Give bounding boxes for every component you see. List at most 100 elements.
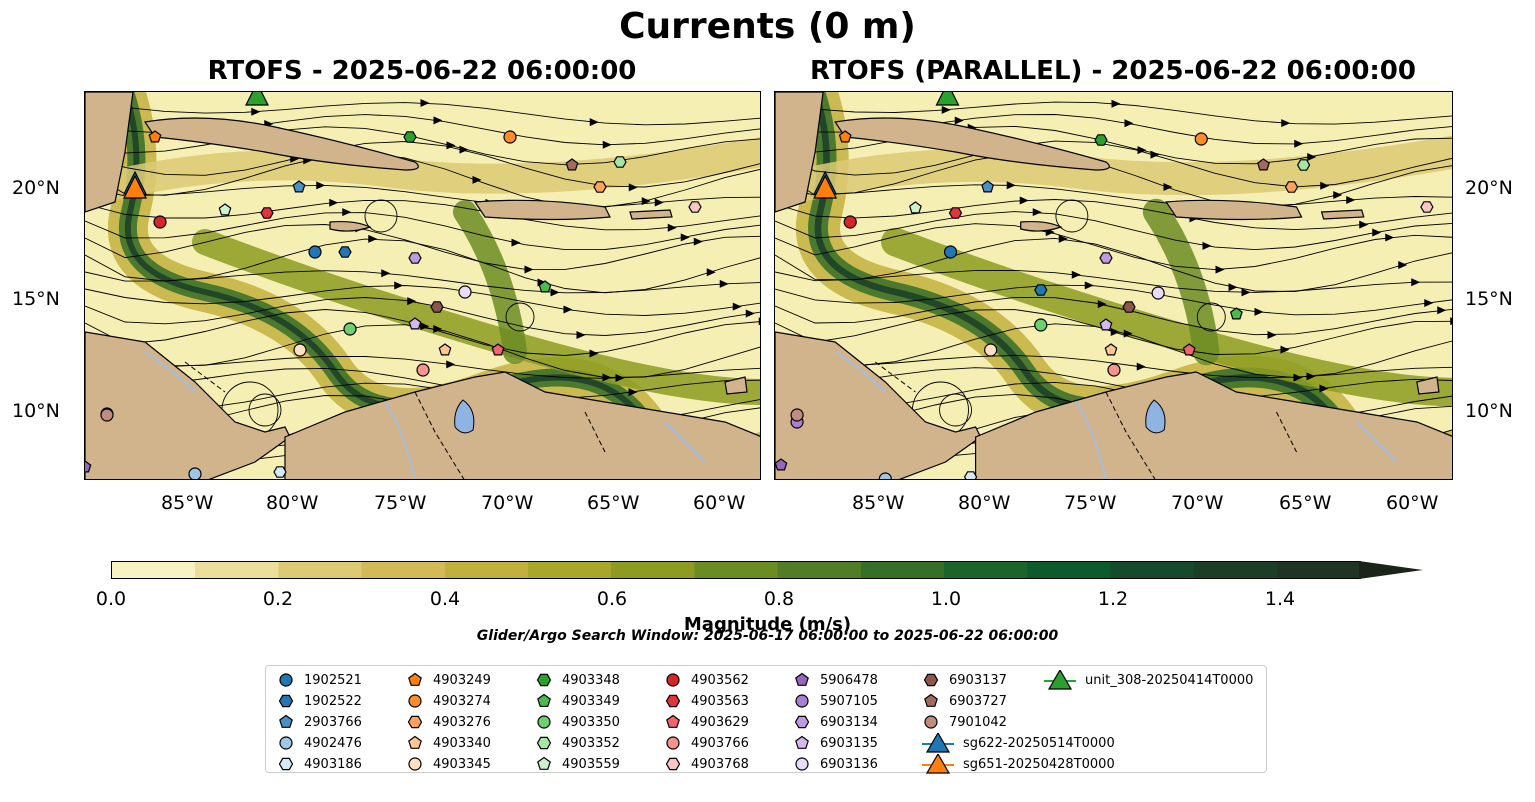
streamline-arrow [1228, 283, 1238, 292]
streamline-arrow [1058, 234, 1068, 243]
streamline-arrow [1424, 298, 1434, 307]
land-mass [974, 371, 1452, 479]
river [664, 421, 706, 463]
legend-label: 1902521 [304, 672, 362, 688]
streamline-arrow [680, 233, 690, 242]
lat-tick-label: 10°N [12, 400, 60, 422]
streamline-arrow [615, 373, 625, 382]
legend-item: 6903137 [921, 670, 1007, 690]
streamline-arrow [511, 238, 521, 247]
legend-item: 4903345 [405, 754, 491, 774]
lon-tick-label: 65°W [1279, 492, 1332, 514]
float-marker-4903249 [148, 130, 162, 143]
float-marker-6903134 [1099, 252, 1113, 264]
circle-marker-icon [666, 736, 680, 750]
streamline [85, 199, 760, 231]
river [1356, 421, 1398, 463]
current-band [1142, 198, 1220, 366]
circle-marker-icon [279, 736, 293, 750]
streamline [85, 297, 760, 336]
lat-tick-label: 10°N [1465, 400, 1513, 422]
legend-label: 6903135 [820, 735, 878, 751]
streamline-arrow [641, 197, 651, 206]
streamline [775, 184, 1452, 208]
colorbar-label: Magnitude (m/s) [683, 614, 852, 635]
legend-item: 6903134 [792, 712, 878, 732]
streamline-arrow [433, 116, 443, 125]
river [1075, 401, 1107, 479]
legend-label: unit_308-20250414T0000 [1085, 672, 1254, 688]
country-border [874, 361, 916, 393]
float-marker-6903727 [1256, 158, 1270, 171]
current-map-rtofs-parallel [775, 92, 1452, 479]
triangle-marker-icon [1044, 670, 1076, 690]
streamline-arrow [719, 279, 729, 288]
land-mass [775, 331, 982, 479]
streamline [85, 126, 760, 166]
legend-item: 4903249 [405, 670, 491, 690]
lon-tick-label: 75°W [374, 492, 427, 514]
triangle-marker-icon [922, 733, 954, 753]
streamline-arrow [589, 349, 599, 358]
float-marker-6903136 [458, 285, 472, 299]
float-marker-4903629 [491, 343, 505, 356]
colorbar-tick-label: 0.4 [429, 588, 461, 610]
streamline [85, 355, 760, 379]
float-marker-5906478 [775, 458, 788, 471]
land-mass [85, 331, 291, 479]
streamline-arrow [446, 141, 456, 150]
circle-marker-icon [279, 673, 293, 687]
streamline-arrow [1032, 208, 1042, 217]
legend: 1902521 1902522 2903766 4902476 4903186 49032… [265, 665, 1267, 774]
float-marker-4903249 [838, 130, 852, 143]
streamline-arrow [1346, 196, 1356, 205]
streamline-arrow [1202, 241, 1212, 250]
streamline-arrow [1097, 300, 1107, 309]
circle-marker-icon [795, 757, 809, 771]
triangle-marker-icon [922, 754, 954, 774]
streamline-arrow [407, 297, 417, 306]
streamline [85, 184, 760, 209]
legend-item: 7901042 [921, 712, 1007, 732]
legend-item: 4902476 [276, 733, 362, 753]
float-marker-4903276 [593, 181, 607, 193]
river [144, 351, 196, 393]
streamline [775, 140, 1452, 188]
float-marker-4903186 [963, 471, 978, 479]
streamline-arrow [1359, 220, 1369, 229]
streamline [85, 238, 760, 294]
lat-tick-label: 15°N [12, 288, 60, 310]
legend-label: 7901042 [949, 714, 1007, 730]
float-marker-4903348 [1094, 134, 1108, 146]
streamline [85, 212, 760, 251]
legend-item: 5906478 [792, 670, 878, 690]
hexagon-marker-icon [923, 673, 939, 687]
float-marker-4903340 [438, 343, 452, 356]
streamline [775, 355, 1452, 379]
legend-item: 4903349 [534, 691, 620, 711]
streamline-arrow [758, 317, 760, 326]
streamline [85, 224, 760, 270]
streamline-arrow [1319, 384, 1329, 393]
legend-item: 4903559 [534, 754, 620, 774]
streamline-arrow [706, 268, 716, 277]
float-marker-7901042 [100, 408, 114, 422]
float-marker-1902521 [943, 245, 958, 259]
land-mass [1416, 376, 1440, 395]
legend-item: 4903276 [405, 712, 491, 732]
lon-tick-label: 65°W [587, 492, 640, 514]
legend-label: 4903563 [691, 693, 749, 709]
streamline-arrow [1320, 181, 1330, 190]
legend-item: 2903766 [276, 712, 362, 732]
circle-marker-icon [924, 715, 938, 729]
land-mass [724, 376, 748, 395]
hexagon-marker-icon [278, 757, 294, 771]
legend-label: sg651-20250428T0000 [963, 756, 1115, 772]
panel-title-rtofs: RTOFS - 2025-06-22 06:00:00 [207, 56, 637, 86]
legend-label: 6903134 [820, 714, 878, 730]
streamline-arrow [1280, 345, 1290, 354]
streamline-arrow [1293, 373, 1303, 382]
streamline [85, 285, 760, 316]
float-marker-4903563 [948, 207, 963, 219]
legend-item: 4903629 [663, 712, 749, 732]
